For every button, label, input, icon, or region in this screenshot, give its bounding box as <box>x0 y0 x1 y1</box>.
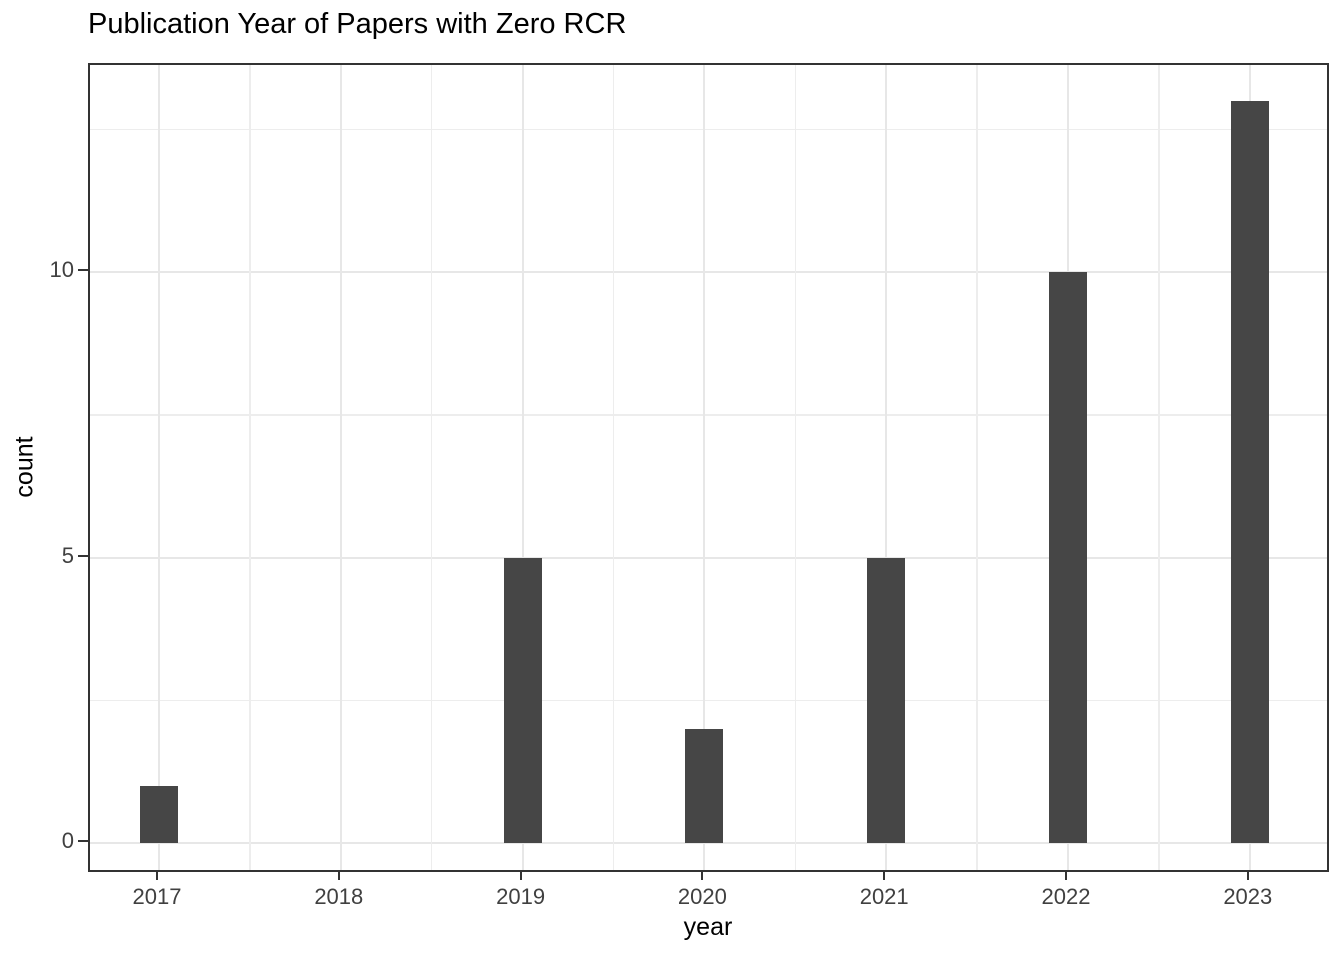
x-major-gridline <box>885 65 888 870</box>
x-tick-label: 2018 <box>314 884 364 909</box>
x-minor-gridline <box>612 65 615 870</box>
x-tick-label: 2020 <box>677 884 727 909</box>
bar-2022 <box>1049 272 1087 843</box>
x-minor-gridline <box>794 65 797 870</box>
x-tick-mark <box>1246 872 1249 880</box>
bar-2019 <box>503 557 542 843</box>
y-tick-label: 10 <box>49 257 74 282</box>
y-minor-gridline <box>90 128 1327 131</box>
y-tick-mark <box>78 840 88 842</box>
y-major-gridline <box>90 271 1327 273</box>
x-tick-label: 2017 <box>132 884 182 909</box>
bar-2021 <box>867 557 906 843</box>
bar-2023 <box>1230 100 1269 843</box>
y-minor-gridline <box>90 699 1327 702</box>
x-tick-mark <box>701 872 704 880</box>
x-tick-label: 2022 <box>1041 884 1091 909</box>
x-axis-title: year <box>683 913 733 941</box>
x-minor-gridline <box>249 65 251 870</box>
x-minor-gridline <box>430 65 433 870</box>
x-tick-label: 2021 <box>859 884 909 909</box>
x-tick-mark <box>1065 872 1067 880</box>
y-tick-label: 5 <box>61 542 74 568</box>
x-tick-mark <box>883 872 886 880</box>
y-major-gridline <box>90 556 1327 559</box>
x-major-gridline <box>703 65 706 870</box>
y-minor-gridline <box>90 414 1327 416</box>
x-tick-label: 2023 <box>1223 884 1273 909</box>
x-tick-mark <box>519 872 522 880</box>
y-tick-mark <box>78 554 88 557</box>
x-tick-mark <box>156 872 158 880</box>
x-major-gridline <box>339 65 342 870</box>
x-minor-gridline <box>1158 65 1160 870</box>
bar-2017 <box>140 785 178 843</box>
chart-title: Publication Year of Papers with Zero RCR <box>88 8 627 40</box>
y-major-gridline <box>90 842 1327 844</box>
y-tick-label: 0 <box>61 828 74 853</box>
x-major-gridline <box>521 65 524 870</box>
y-tick-mark <box>78 269 88 271</box>
x-tick-mark <box>337 872 340 880</box>
y-axis-title: count <box>10 436 39 498</box>
bar-2020 <box>685 728 724 843</box>
x-minor-gridline <box>976 65 978 870</box>
x-tick-label: 2019 <box>496 884 546 909</box>
x-major-gridline <box>158 65 160 870</box>
plot-panel <box>88 63 1329 872</box>
